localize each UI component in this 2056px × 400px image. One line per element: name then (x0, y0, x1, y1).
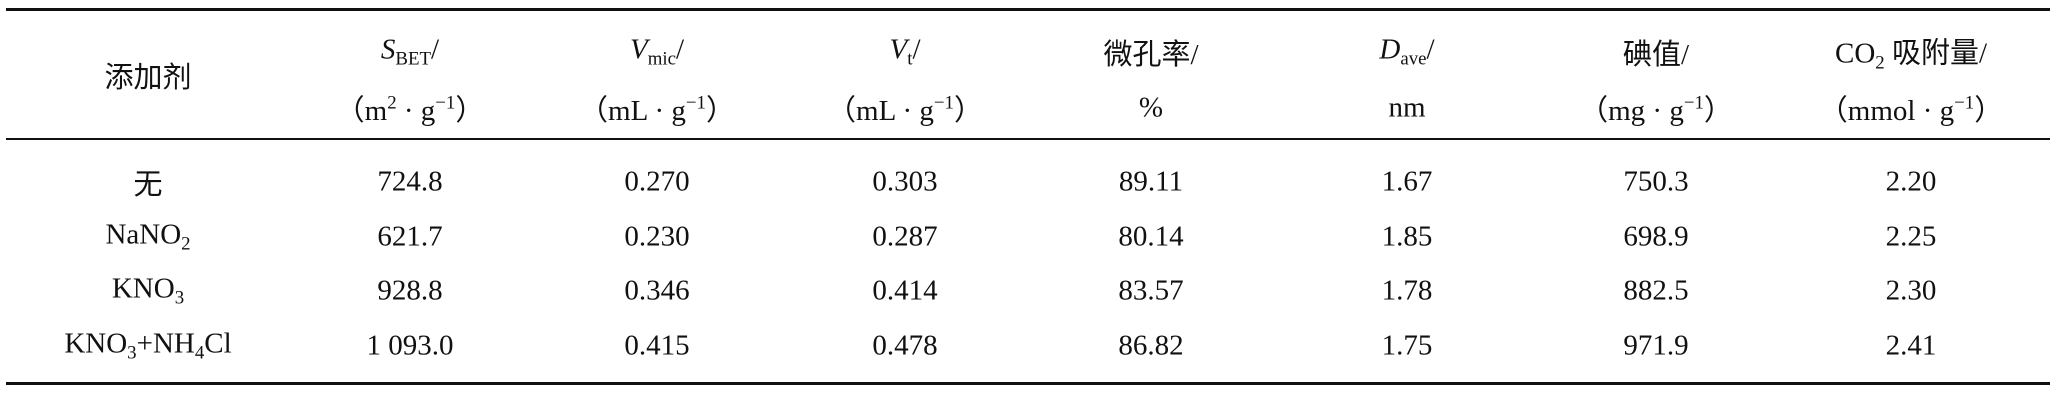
table-cell: 1.78 (1381, 274, 1433, 307)
table-cell: 750.3 (1623, 165, 1689, 198)
text-segment: / (431, 33, 440, 66)
text-segment: ave (1400, 48, 1427, 70)
text-segment: mic (647, 48, 676, 70)
text-segment: （m (335, 95, 388, 127)
text-segment: BET (395, 48, 432, 70)
header-cell: nm (1388, 92, 1425, 125)
text-segment: 2 (387, 92, 397, 114)
text-segment: （mL · g (827, 95, 934, 127)
text-segment: KNO (64, 327, 128, 360)
text-segment: / (1426, 33, 1435, 66)
text-segment: 3 (174, 287, 185, 309)
table-cell: 971.9 (1623, 329, 1689, 362)
header-cell: （mL · g−1） (827, 87, 983, 129)
table-cell: 0.414 (872, 274, 938, 307)
text-segment: −1 (435, 92, 456, 114)
header-rule (6, 138, 2050, 140)
table-cell: 2.30 (1885, 274, 1937, 307)
text-segment: NaNO (105, 218, 182, 251)
text-segment: 3 (127, 342, 137, 364)
table-cell: KNO3 (112, 273, 184, 310)
header-cell: （mg · g−1） (1579, 87, 1733, 129)
text-segment: t (907, 48, 913, 70)
text-segment: 吸附量/ (1884, 37, 1988, 70)
table-cell: 2.20 (1885, 165, 1937, 198)
text-segment: CO (1834, 37, 1876, 70)
text-segment: ） (455, 95, 485, 127)
table-cell: 86.82 (1118, 329, 1184, 362)
table-cell: NaNO2 (105, 219, 190, 256)
header-cell: % (1139, 92, 1163, 125)
table-cell: 698.9 (1623, 220, 1689, 253)
table-cell: 1.85 (1381, 220, 1433, 253)
table-cell: 2.25 (1885, 220, 1937, 253)
table-cell: 89.11 (1118, 165, 1184, 198)
text-segment: ） (953, 95, 983, 127)
header-cell: 微孔率/ (1103, 31, 1198, 73)
text-segment: V (629, 33, 648, 66)
header-cell: SBET/ (381, 34, 439, 71)
table-cell: 621.7 (377, 220, 443, 253)
header-cell: （mL · g−1） (579, 87, 735, 129)
text-segment: −1 (1683, 92, 1704, 114)
table-cell: 882.5 (1623, 274, 1689, 307)
table-cell: 0.270 (624, 165, 690, 198)
table-cell: 928.8 (377, 274, 443, 307)
text-segment: −1 (685, 92, 706, 114)
table-cell: 0.346 (624, 274, 690, 307)
table-cell: 无 (133, 169, 163, 201)
header-cell: CO2 吸附量/ (1835, 30, 1987, 75)
table-cell: 0.478 (872, 329, 938, 362)
text-segment: nm (1388, 91, 1426, 124)
text-segment: · g (396, 95, 436, 127)
text-segment: ） (1974, 95, 2004, 127)
text-segment: −1 (933, 92, 954, 114)
table-cell: 0.230 (624, 220, 690, 253)
text-segment: （mg · g (1579, 95, 1684, 127)
table-cell: 2.41 (1885, 329, 1937, 362)
text-segment: / (912, 33, 921, 66)
text-segment: 4 (194, 342, 205, 364)
text-segment: 2 (181, 233, 191, 255)
text-segment: ） (705, 95, 735, 127)
text-segment: 2 (1875, 52, 1885, 74)
text-segment: / (675, 33, 685, 66)
table-cell: 83.57 (1118, 274, 1184, 307)
text-segment: KNO (111, 272, 175, 305)
header-cell: Vmic/ (630, 34, 684, 71)
text-segment: S (380, 33, 396, 66)
table-cell: 1.75 (1381, 329, 1433, 362)
header-cell: 添加剂 (104, 54, 191, 96)
table-cell: 80.14 (1118, 220, 1184, 253)
table-cell: 724.8 (377, 165, 443, 198)
text-segment: +NH (136, 327, 195, 360)
table-cell: 0.415 (624, 329, 690, 362)
text-segment: （mmol · g (1818, 95, 1955, 127)
header-cell: （m2 · g−1） (336, 87, 485, 129)
text-segment: 添加剂 (104, 62, 192, 94)
text-segment: 微孔率/ (1103, 39, 1199, 71)
bottom-rule (6, 382, 2050, 385)
text-segment: ） (1703, 95, 1733, 127)
text-segment: Cl (204, 327, 232, 360)
text-segment: V (889, 33, 908, 66)
text-segment: 碘值/ (1622, 39, 1690, 71)
text-segment: % (1138, 91, 1164, 124)
table-cell: 1.67 (1381, 165, 1433, 198)
table-cell: 0.287 (872, 220, 938, 253)
text-segment: −1 (1954, 92, 1975, 114)
table-cell: KNO3+NH4Cl (64, 328, 231, 365)
header-cell: （mmol · g−1） (1819, 87, 2003, 129)
table-cell: 1 093.0 (366, 329, 454, 362)
text-segment: D (1379, 33, 1401, 66)
table-cell: 0.303 (872, 165, 938, 198)
header-cell: Dave/ (1379, 34, 1434, 71)
text-segment: （mL · g (579, 95, 686, 127)
header-cell: 碘值/ (1623, 31, 1689, 73)
top-rule (6, 8, 2050, 11)
header-cell: Vt/ (889, 34, 920, 71)
